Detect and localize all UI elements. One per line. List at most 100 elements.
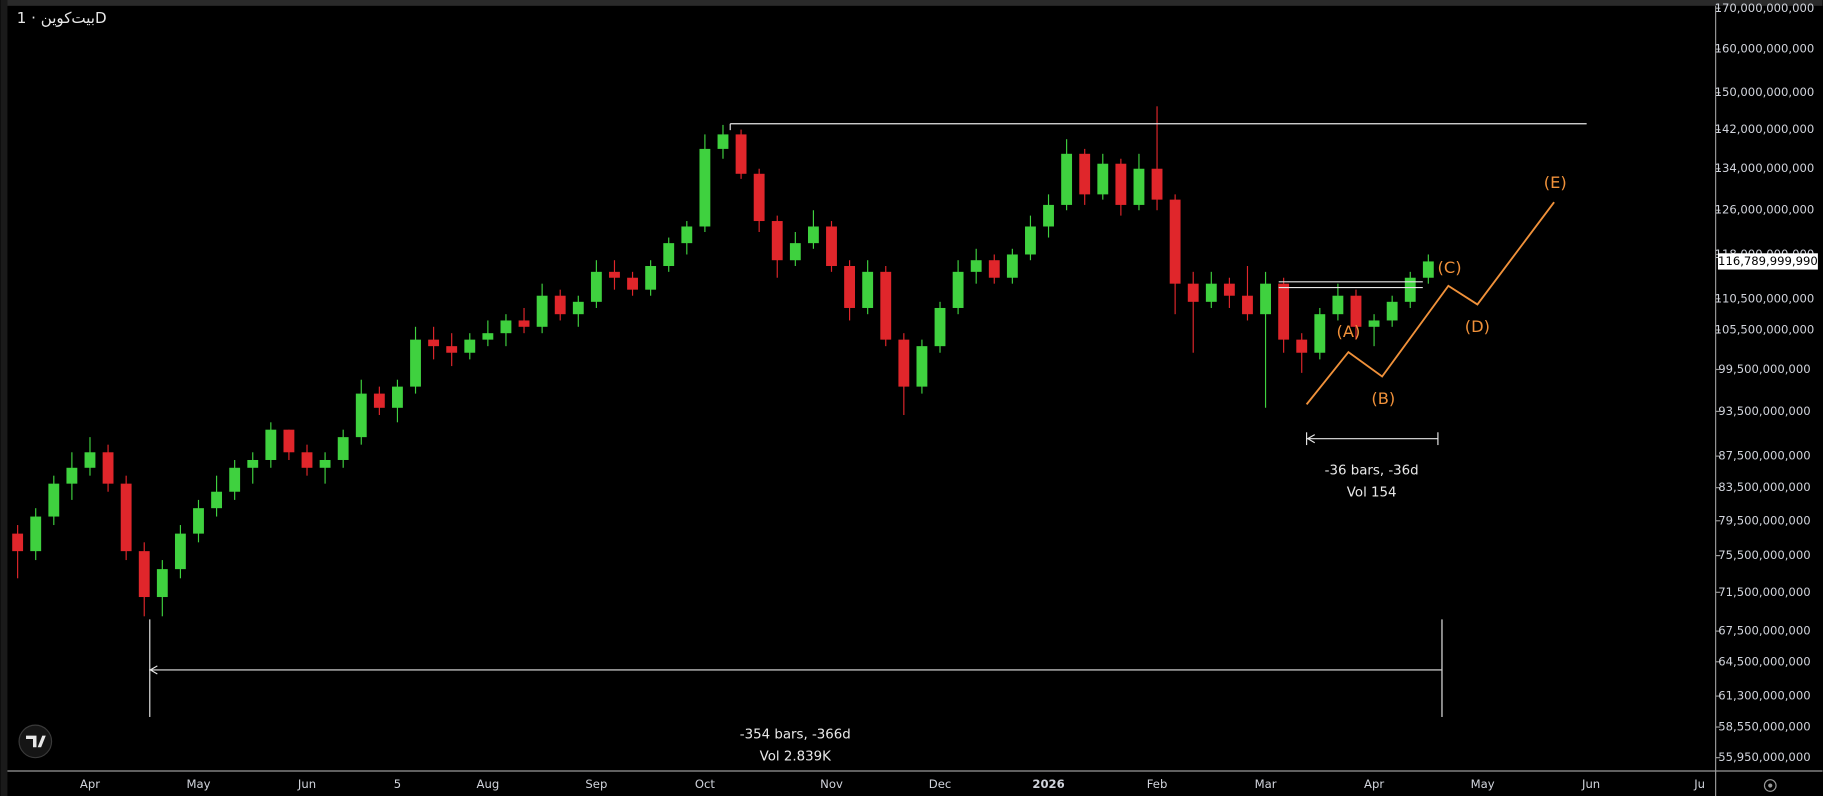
candle-body <box>663 243 675 267</box>
candle-body <box>970 260 982 272</box>
logo[interactable] <box>18 724 53 759</box>
candle-body <box>265 429 277 460</box>
candle-body <box>1205 283 1217 302</box>
x-tick-label: Jun <box>1581 777 1600 791</box>
candle-body <box>102 452 114 484</box>
x-tick-label: Sep <box>585 777 607 791</box>
y-tick-label: 58,550,000,000 <box>1718 720 1810 734</box>
wave-label: (D) <box>1465 317 1490 336</box>
x-tick-label: Oct <box>695 777 716 791</box>
settings-button[interactable] <box>1763 779 1777 792</box>
candle-body <box>1223 283 1235 296</box>
candle-body <box>1296 339 1308 353</box>
candle-body <box>518 320 530 327</box>
x-tick-label: Apr <box>80 777 100 791</box>
candle-body <box>554 295 566 315</box>
candle-body <box>1314 314 1326 353</box>
settings-icon[interactable] <box>1763 779 1777 792</box>
x-tick-label: Ju <box>1693 777 1705 791</box>
candle-body <box>30 516 42 552</box>
x-tick-label: Dec <box>929 777 951 791</box>
y-tick-label: 61,300,000,000 <box>1718 689 1810 703</box>
candle-body <box>807 226 819 244</box>
candle-body <box>120 483 132 552</box>
y-tick-label: 93,500,000,000 <box>1718 404 1810 418</box>
measure-arrow <box>149 665 158 675</box>
candle-body <box>1368 320 1380 327</box>
candle-body <box>12 533 24 552</box>
settings-dot <box>1768 783 1773 788</box>
candle-body <box>174 533 186 570</box>
wave-label: (C) <box>1438 258 1462 277</box>
measure-arrow <box>1306 434 1316 444</box>
candle-body <box>410 339 421 387</box>
candle-body <box>536 295 548 327</box>
candle-body <box>627 277 638 290</box>
y-tick-label: 64,500,000,000 <box>1718 654 1810 668</box>
y-tick-label: 87,500,000,000 <box>1718 449 1810 463</box>
y-tick-label: 75,500,000,000 <box>1718 548 1810 562</box>
candle-body <box>193 508 204 534</box>
candle-body <box>844 266 856 308</box>
candle-body <box>1260 283 1271 315</box>
candle-body <box>229 467 241 492</box>
last-price-label: 116,789,999,990 <box>1718 254 1818 268</box>
candle-body <box>880 271 892 340</box>
candle-body <box>789 243 801 261</box>
candle-body <box>1350 295 1362 327</box>
wave-label: (B) <box>1371 389 1395 408</box>
candle-body <box>590 271 602 302</box>
candle-body <box>1025 226 1036 255</box>
y-tick-label: 99,500,000,000 <box>1718 362 1810 376</box>
candle-body <box>1061 153 1073 205</box>
y-tick-label: 142,000,000,000 <box>1715 122 1815 136</box>
candle-body <box>1133 168 1145 205</box>
candle-body <box>898 339 910 387</box>
measure-text: -354 bars, -366d <box>740 727 851 742</box>
y-tick-label: 126,000,000,000 <box>1715 203 1815 217</box>
price-axis-overlay: 170,000,000,000 160,000,000,000 150,000,00… <box>1715 1 1818 764</box>
candle-body <box>1332 295 1344 315</box>
candle-body <box>392 386 403 408</box>
candle-body <box>609 271 620 278</box>
candle-body <box>988 260 1000 278</box>
candle-body <box>156 569 168 598</box>
candle-body <box>826 226 837 267</box>
candle-body <box>1079 153 1091 195</box>
candle-body <box>48 483 60 517</box>
candle-body <box>500 320 512 334</box>
last-price-box <box>1717 253 1818 270</box>
candle-body <box>1404 277 1416 302</box>
y-tick-label: 71,500,000,000 <box>1718 585 1810 599</box>
candle-body <box>934 307 946 347</box>
candle-body <box>1115 163 1127 205</box>
logo-mark <box>26 735 46 748</box>
candle-body <box>464 339 476 353</box>
candle-body <box>301 452 313 468</box>
candle-body <box>1006 254 1018 278</box>
candle-body <box>1422 261 1434 278</box>
candle-body <box>916 346 928 387</box>
candle-body <box>283 429 295 453</box>
candle-body <box>211 491 223 509</box>
top-frame <box>0 0 1823 6</box>
wave-label: (E) <box>1544 173 1567 192</box>
candle-body <box>482 333 494 340</box>
candle-body <box>319 459 331 468</box>
candle-body <box>717 134 729 149</box>
candle-body <box>862 271 874 308</box>
candle-body <box>572 301 584 315</box>
candle-body <box>66 467 78 484</box>
x-tick-label: May <box>1471 777 1495 791</box>
candle-body <box>1043 204 1054 227</box>
candle-body <box>771 221 783 261</box>
candle-body <box>355 393 367 438</box>
candle-body <box>735 134 747 174</box>
y-tick-label: 150,000,000,000 <box>1715 85 1815 99</box>
candle-body <box>247 459 259 468</box>
candle-body <box>1278 283 1290 340</box>
x-tick-label: Apr <box>1364 777 1384 791</box>
candle-body <box>753 173 765 222</box>
